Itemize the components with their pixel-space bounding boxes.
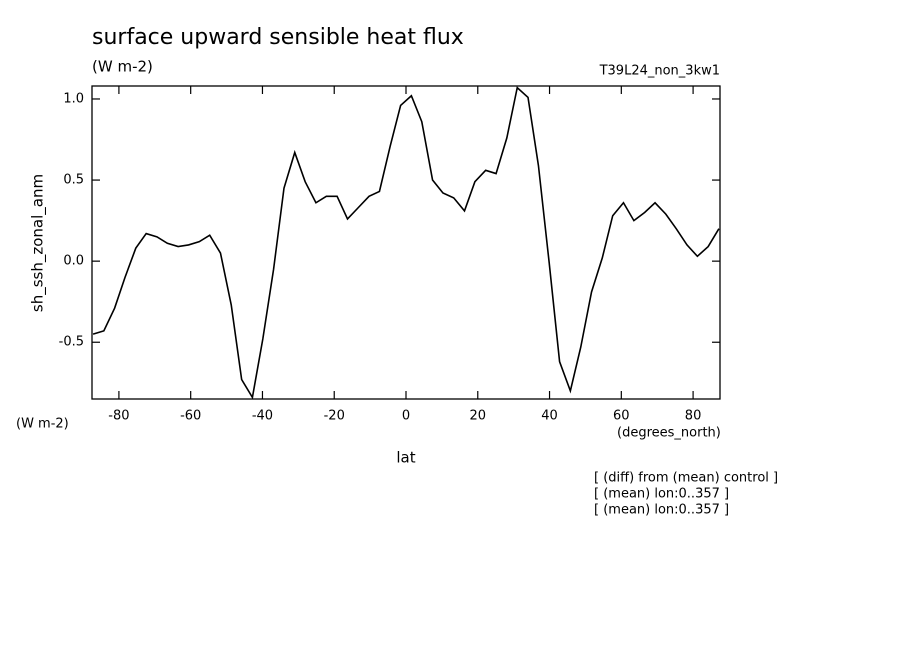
y-tick-label: -0.5: [59, 335, 84, 350]
data-line: [92, 86, 720, 400]
note: [ (diff) from (mean) control ]: [594, 471, 778, 486]
note: [ (mean) lon:0..357 ]: [594, 487, 729, 502]
x-tick-label: -20: [324, 409, 345, 424]
x-tick-label: 0: [402, 409, 410, 424]
x-tick-label: -80: [108, 409, 129, 424]
x-units: (degrees_north): [617, 426, 721, 441]
y-tick-label: 0.5: [63, 173, 84, 188]
note: [ (mean) lon:0..357 ]: [594, 503, 729, 518]
experiment: T39L24_non_3kw1: [599, 64, 720, 79]
x-tick-label: 80: [685, 409, 702, 424]
x-tick-label: -60: [180, 409, 201, 424]
chart-title: surface upward sensible heat flux: [92, 25, 464, 50]
x-tick-label: 60: [613, 409, 630, 424]
x-axis-label: lat: [396, 449, 415, 467]
y-units: (W m-2): [16, 417, 69, 432]
y-tick-label: 1.0: [63, 91, 84, 106]
plot-frame: [91, 85, 721, 400]
subtitle: (W m-2): [92, 58, 153, 76]
y-tick-label: 0.0: [63, 254, 84, 269]
x-tick-label: -40: [252, 409, 273, 424]
x-tick-label: 20: [469, 409, 486, 424]
y-axis-label: sh_ssh_zonal_anm: [29, 174, 48, 312]
x-tick-label: 40: [541, 409, 558, 424]
